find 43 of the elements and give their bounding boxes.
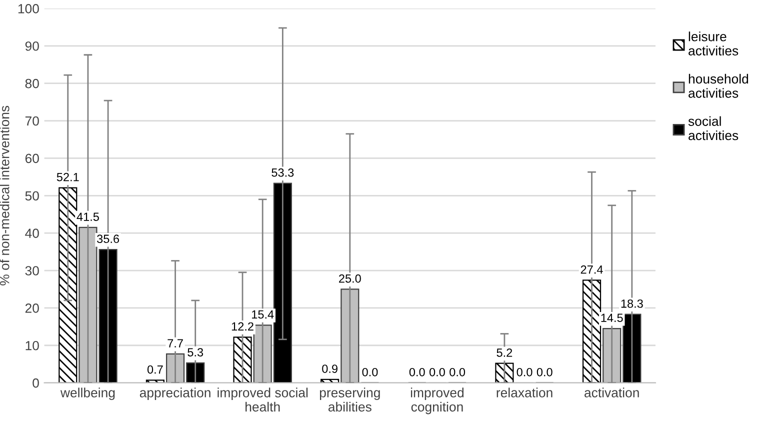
data-label: 0.0: [516, 368, 532, 376]
data-label: 12.2: [232, 322, 254, 331]
y-tick-label: 50: [25, 191, 39, 201]
data-label: 0.0: [409, 368, 425, 376]
y-tick-label: 10: [26, 340, 39, 350]
legend-label: household activities: [688, 74, 748, 98]
y-axis-title: % of non-medical interventions: [0, 106, 10, 286]
data-label: 0.0: [429, 368, 445, 376]
legend-label: social activities: [688, 116, 738, 140]
data-label: 27.4: [580, 265, 603, 274]
x-tick-label: improved cognition: [410, 388, 464, 414]
data-label: 5.2: [496, 348, 512, 357]
data-label: 0.0: [536, 368, 552, 376]
data-label: 0.0: [450, 368, 466, 376]
y-tick-label: 70: [25, 116, 39, 126]
x-tick-label: improved social health: [218, 388, 308, 412]
data-label: 7.7: [168, 339, 183, 348]
legend-label: leisure activities: [688, 32, 738, 56]
y-tick-label: 90: [25, 41, 39, 51]
data-label: 15.4: [252, 310, 274, 319]
data-label: 35.6: [97, 234, 120, 244]
y-tick-label: 0: [32, 378, 39, 388]
x-tick-label: appreciation: [140, 388, 210, 400]
y-tick-label: 80: [25, 78, 39, 88]
data-label: 14.5: [601, 314, 623, 322]
x-tick-label: activation: [584, 388, 639, 398]
data-label: 18.3: [621, 299, 643, 308]
data-label: 0.0: [362, 368, 378, 376]
data-label: 53.3: [272, 168, 294, 177]
data-label: 52.1: [56, 172, 79, 182]
data-label: 0.7: [147, 365, 163, 374]
x-tick-label: relaxation: [496, 388, 552, 398]
y-tick-label: 100: [18, 4, 39, 14]
y-tick-label: 40: [25, 228, 39, 238]
data-label: 0.9: [322, 364, 338, 373]
x-tick-label: wellbeing: [60, 388, 115, 400]
y-tick-label: 30: [25, 266, 39, 276]
x-tick-label: preserving abilities: [320, 388, 380, 412]
data-label: 41.5: [76, 212, 99, 221]
y-tick-label: 20: [25, 304, 39, 313]
y-tick-label: 60: [25, 154, 39, 164]
data-label: 25.0: [339, 274, 361, 283]
data-label: 5.3: [188, 348, 204, 356]
